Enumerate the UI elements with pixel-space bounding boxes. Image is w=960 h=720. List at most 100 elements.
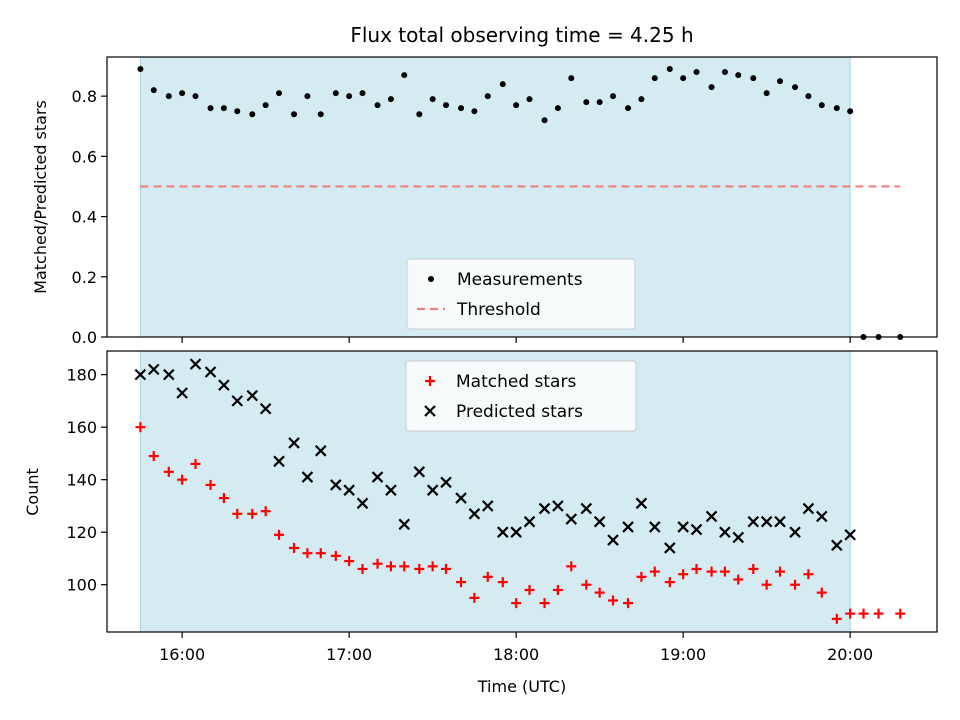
matched-point — [636, 571, 647, 582]
measurement-point — [625, 105, 632, 112]
measurement-point — [429, 96, 436, 103]
x-tick-label: 16:00 — [159, 645, 205, 664]
predicted-point — [440, 476, 452, 489]
measurement-point — [291, 111, 298, 118]
predicted-point — [301, 471, 314, 483]
measurement-point — [332, 90, 339, 97]
matched-point — [163, 466, 174, 477]
measurement-point — [541, 117, 548, 124]
matched-point — [524, 584, 535, 595]
predicted-point — [677, 521, 689, 533]
matched-point — [372, 558, 383, 569]
matched-point — [649, 566, 660, 577]
bottom-y-tick-label: 180 — [66, 366, 97, 385]
matched-point — [581, 579, 592, 590]
top-legend: Measurements Threshold — [406, 258, 636, 330]
predicted-point — [204, 366, 217, 378]
measurement-point — [499, 81, 506, 88]
predicted-point — [523, 515, 536, 528]
bottom-y-tick-label: 140 — [66, 471, 97, 490]
top-y-tick-label: 0.2 — [72, 268, 97, 287]
matched-point — [414, 563, 425, 574]
measurement-point — [192, 93, 199, 100]
top-y-tick-label: 0.4 — [72, 208, 97, 227]
matched-point — [205, 479, 216, 490]
x-tick-label: 18:00 — [493, 645, 539, 664]
matched-point — [399, 561, 410, 572]
measurement-point — [234, 108, 241, 115]
predicted-point — [455, 492, 467, 504]
measurement-point — [763, 90, 770, 97]
measurement-point — [304, 93, 311, 100]
bottom-legend-marker — [425, 376, 435, 386]
predicted-point — [497, 526, 509, 538]
matched-point — [315, 548, 326, 559]
matched-point — [552, 584, 563, 595]
predicted-point — [844, 529, 856, 541]
predicted-point — [231, 395, 244, 407]
matched-point — [441, 563, 452, 574]
predicted-point — [789, 526, 801, 538]
top-legend-marker — [428, 276, 434, 282]
predicted-point — [552, 500, 564, 512]
measurement-point — [735, 72, 742, 79]
predicted-point — [385, 484, 397, 496]
matched-point — [761, 579, 772, 590]
predicted-point — [343, 484, 355, 496]
top-y-axis-label: Matched/Predicted stars — [31, 100, 50, 294]
predicted-point — [760, 515, 773, 528]
matched-point — [247, 508, 258, 519]
matched-point — [895, 608, 906, 619]
top-legend-label: Threshold — [456, 300, 541, 320]
bottom-y-tick-label: 160 — [66, 418, 97, 437]
measurement-point — [721, 69, 728, 76]
matched-point — [748, 563, 759, 574]
matched-point — [482, 571, 493, 582]
measurement-point — [638, 96, 645, 103]
measurement-point — [847, 108, 854, 115]
bottom-panel: 100 120 140 160 180 16:00 17:00 18:00 19:00 20:00… — [66, 350, 938, 664]
predicted-point — [719, 526, 731, 538]
matched-point — [148, 451, 159, 462]
measurement-point — [416, 111, 423, 118]
predicted-point — [510, 526, 522, 538]
bottom-y-tick-label: 120 — [66, 523, 97, 542]
measurement-point — [792, 84, 799, 91]
predicted-point — [648, 521, 661, 533]
predicted-point — [398, 518, 411, 531]
predicted-point — [481, 500, 494, 512]
matched-point — [831, 613, 842, 624]
matched-point — [274, 529, 285, 540]
matched-point — [190, 458, 201, 469]
bottom-series-0 — [135, 422, 906, 624]
measurement-point — [805, 93, 812, 100]
matched-point — [719, 566, 730, 577]
matched-point — [733, 574, 744, 585]
matched-point — [775, 566, 786, 577]
measurement-point — [401, 72, 408, 79]
matched-point — [845, 608, 856, 619]
predicted-point — [330, 479, 342, 491]
predicted-point — [538, 502, 551, 515]
predicted-point — [413, 466, 426, 478]
predicted-point — [189, 358, 202, 370]
measurement-point — [443, 102, 450, 109]
predicted-point — [371, 471, 384, 483]
predicted-point — [607, 534, 619, 546]
predicted-point — [356, 497, 369, 510]
predicted-point — [176, 387, 188, 399]
predicted-point — [218, 379, 230, 391]
bottom-axes-frame — [106, 350, 938, 633]
matched-point — [816, 587, 827, 598]
matched-point — [218, 493, 229, 504]
bottom-y-tick-label: 100 — [66, 576, 97, 595]
chart-title: Flux total observing time = 4.25 h — [350, 23, 693, 47]
top-panel: 0.0 0.2 0.4 0.6 0.8 Measurements Threshold — [72, 56, 938, 347]
measurement-point — [666, 66, 673, 73]
matched-point — [790, 579, 801, 590]
measurement-point — [583, 99, 590, 106]
matched-point — [330, 550, 341, 561]
matched-point — [873, 608, 884, 619]
measurement-point — [513, 102, 520, 109]
predicted-point — [802, 502, 815, 515]
